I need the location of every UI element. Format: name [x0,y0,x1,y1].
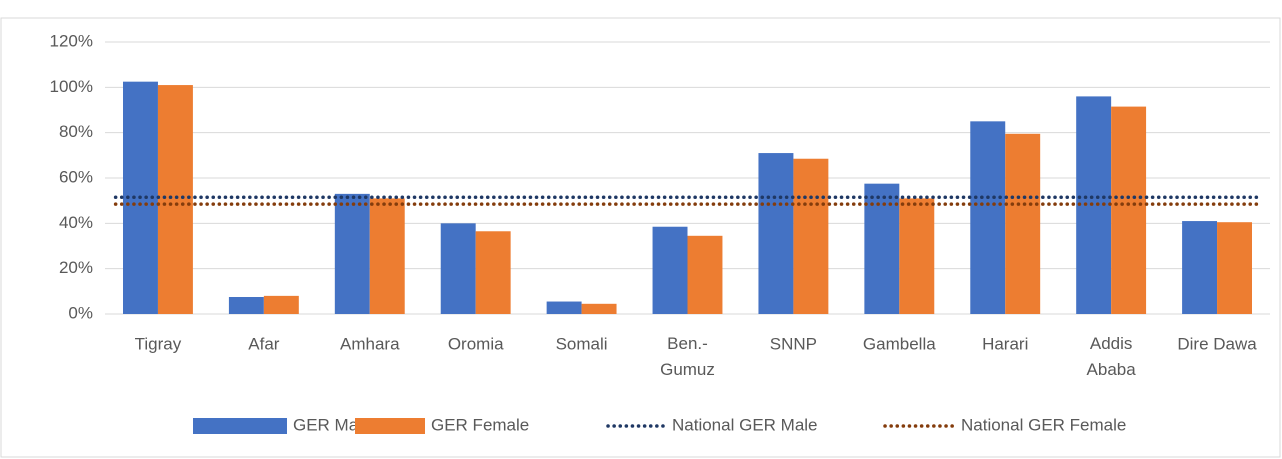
chart-frame [0,17,1281,458]
y-tick-label: 80% [59,122,93,141]
bar [546,301,582,314]
bar [475,231,511,314]
x-tick-label: Tigray [135,334,182,353]
legend-label: National GER Female [961,415,1126,434]
bar [440,223,476,314]
x-tick-label: Oromia [448,334,504,353]
bar [758,153,794,314]
bar [228,297,264,314]
x-tick-label: Afar [248,334,280,353]
x-tick-label: Addis Ababa [1087,334,1137,379]
bar [864,183,900,314]
x-tick-label: Ben.-Gumuz [660,334,715,379]
bar [1182,221,1218,314]
bar [1111,106,1147,314]
x-tick-label: Somali [556,334,608,353]
x-tick-label: Dire Dawa [1177,334,1257,353]
x-tick-label: Harari [982,334,1028,353]
bar [899,198,935,314]
bar [334,193,370,314]
y-tick-label: 60% [59,167,93,186]
bar [1217,222,1252,314]
bar [263,295,299,314]
legend-swatch [193,418,287,434]
bar [157,85,193,314]
bar [652,226,688,314]
bar [970,121,1006,314]
y-tick-label: 0% [68,303,93,322]
bar [581,303,617,314]
y-tick-label: 20% [59,258,93,277]
legend-label: GER Male [293,415,371,434]
x-tick-label: Amhara [340,334,400,353]
bar [369,198,405,314]
y-tick-label: 40% [59,213,93,232]
legend-label: National GER Male [672,415,818,434]
x-tick-label: Gambella [863,334,936,353]
legend-label: GER Female [431,415,529,434]
bar [1005,133,1041,314]
bar [687,235,723,314]
y-tick-label: 120% [50,31,93,50]
legend-swatch [355,418,425,434]
bar [793,158,829,314]
bar [1076,96,1112,315]
y-tick-label: 100% [50,77,93,96]
x-tick-label: SNNP [770,334,817,353]
